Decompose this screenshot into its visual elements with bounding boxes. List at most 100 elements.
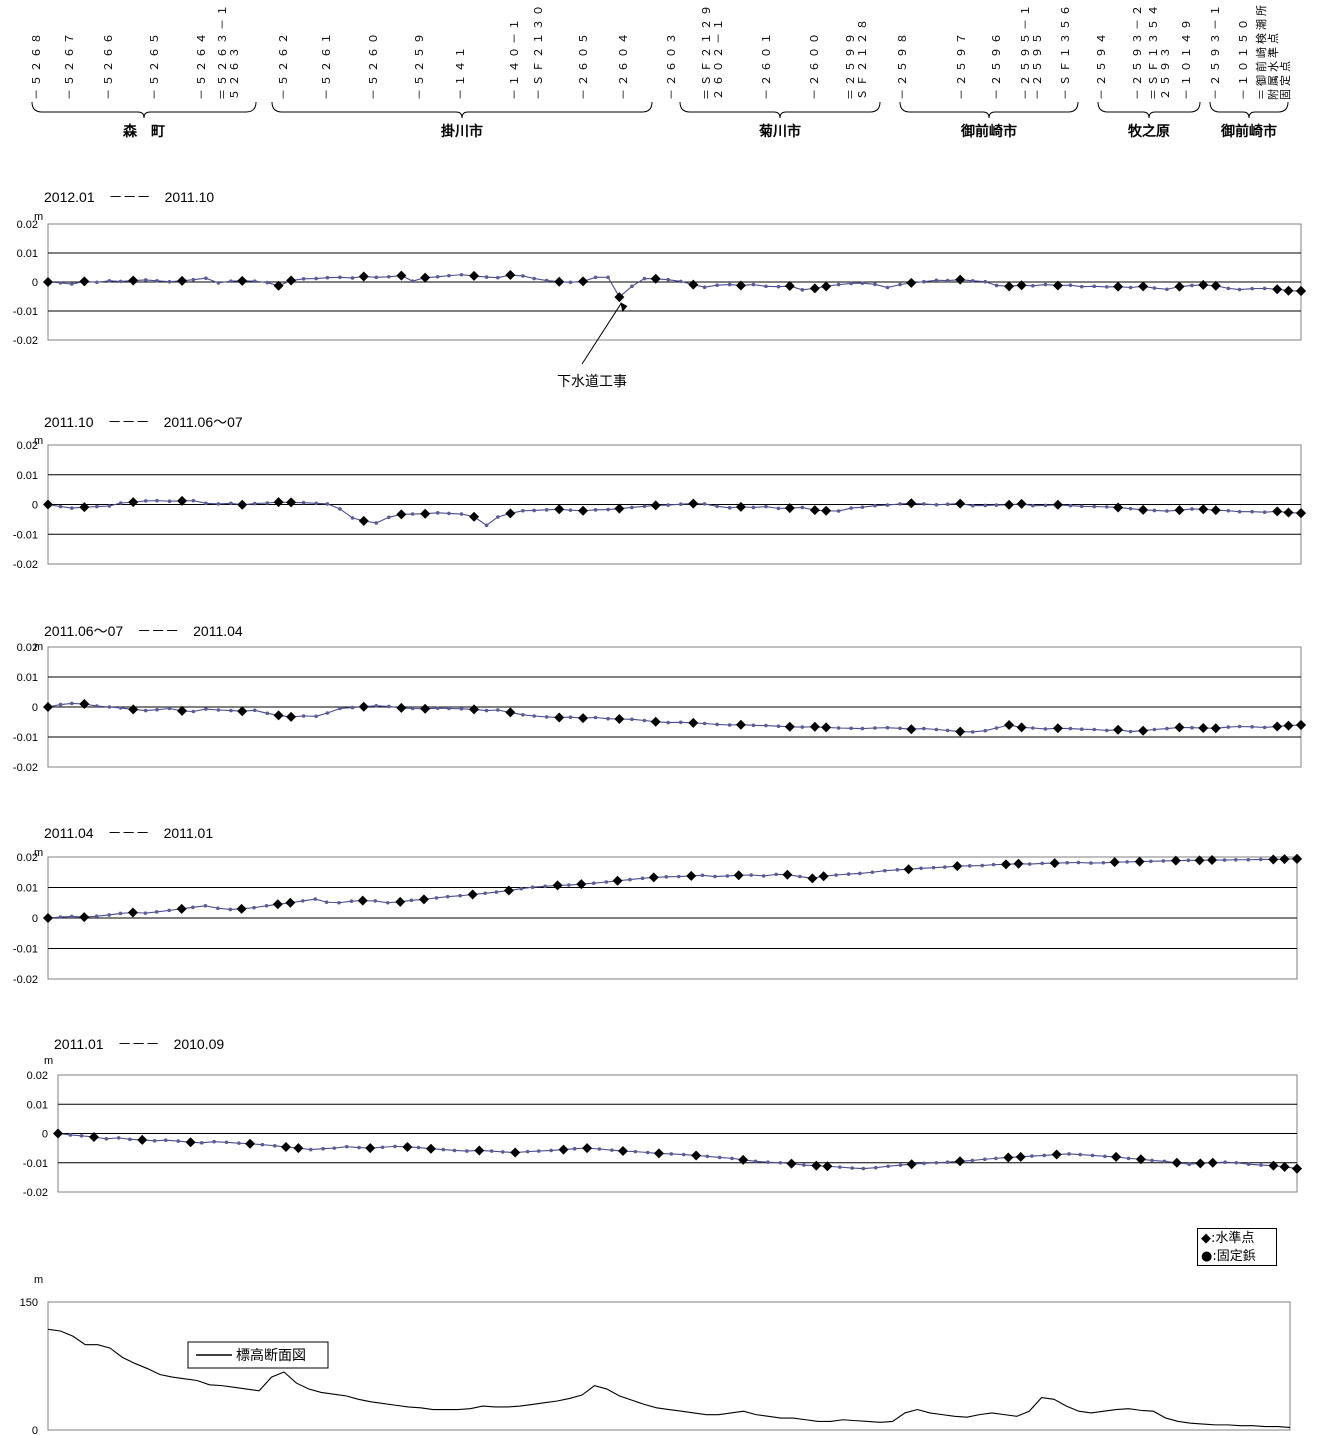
benchmark-marker xyxy=(396,702,407,713)
fixed-point-marker xyxy=(678,502,683,507)
fixed-point-marker xyxy=(1250,725,1254,729)
benchmark-marker xyxy=(1113,724,1124,735)
fixed-point-marker xyxy=(116,1136,121,1140)
fixed-point-marker xyxy=(1030,1154,1034,1158)
fixed-point-marker xyxy=(496,708,500,712)
fixed-point-marker xyxy=(861,1166,866,1171)
fixed-point-marker xyxy=(1165,726,1169,731)
fixed-point-marker xyxy=(324,900,329,904)
fixed-point-marker xyxy=(604,880,609,884)
fixed-point-marker xyxy=(521,713,525,717)
fixed-point-marker xyxy=(886,1164,890,1169)
fixed-point-marker xyxy=(337,900,341,905)
benchmark-marker xyxy=(245,1138,256,1149)
benchmark-marker xyxy=(1170,855,1181,866)
fixed-point-marker xyxy=(163,1138,168,1143)
fixed-point-marker xyxy=(1237,724,1242,729)
benchmark-label: －２６０１ xyxy=(760,30,773,100)
y-tick-label: 0.02 xyxy=(27,1070,48,1082)
fixed-point-marker xyxy=(459,272,464,277)
benchmark-marker xyxy=(128,704,139,715)
y-tick-label: -0.01 xyxy=(13,944,38,956)
fixed-point-marker xyxy=(873,503,877,508)
fixed-point-marker xyxy=(1027,862,1032,866)
benchmark-marker xyxy=(1268,1160,1279,1171)
benchmark-marker xyxy=(177,275,188,286)
region-name: 掛川市 xyxy=(441,123,483,140)
fixed-point-marker xyxy=(435,511,440,515)
benchmark-marker xyxy=(784,281,795,292)
benchmark-marker xyxy=(554,504,565,515)
benchmark-label: －５２６１ xyxy=(320,30,333,100)
fixed-point-marker xyxy=(702,285,707,290)
fixed-point-marker xyxy=(143,911,148,915)
fixed-point-marker xyxy=(252,501,257,506)
fixed-point-marker xyxy=(730,1156,734,1161)
fixed-point-marker xyxy=(314,501,318,506)
fixed-point-marker xyxy=(606,507,610,512)
fixed-point-marker xyxy=(544,508,549,512)
fixed-point-marker xyxy=(265,501,270,505)
benchmark-label: ＝ＳＦ２１２９ xyxy=(700,2,713,100)
benchmark-label: －５２５９ xyxy=(413,30,426,100)
fixed-point-marker xyxy=(70,506,74,510)
fixed-point-marker xyxy=(849,281,853,286)
fixed-point-marker xyxy=(1262,510,1267,515)
fixed-point-marker xyxy=(532,508,536,513)
fixed-point-marker xyxy=(715,504,719,509)
fixed-point-marker xyxy=(435,274,440,279)
fixed-point-marker xyxy=(942,865,947,869)
fixed-point-marker xyxy=(484,275,489,279)
benchmark-marker xyxy=(510,1147,521,1158)
benchmark-marker xyxy=(809,283,820,294)
region-bracket xyxy=(899,101,1079,119)
benchmark-marker xyxy=(1003,1152,1014,1163)
fixed-point-marker xyxy=(836,282,841,287)
fixed-point-marker xyxy=(764,504,768,509)
fixed-point-marker xyxy=(593,715,598,720)
fixed-point-marker xyxy=(441,1147,446,1152)
benchmark-marker xyxy=(1279,1161,1290,1172)
fixed-point-marker xyxy=(873,282,877,287)
benchmark-marker xyxy=(1052,280,1063,291)
benchmark-marker xyxy=(906,277,917,288)
benchmark-marker xyxy=(614,503,625,514)
benchmark-marker xyxy=(650,273,661,284)
benchmark-marker xyxy=(467,889,478,900)
fixed-point-marker xyxy=(155,707,159,712)
fixed-point-marker xyxy=(447,511,451,516)
fixed-point-marker xyxy=(536,1149,541,1153)
fixed-point-marker xyxy=(1031,726,1035,730)
fixed-point-marker xyxy=(666,720,671,725)
series-line xyxy=(47,500,1302,527)
benchmark-marker xyxy=(688,717,699,728)
benchmark-label: －１０１５０ xyxy=(1237,16,1250,100)
benchmark-marker xyxy=(1268,854,1279,865)
benchmark-marker xyxy=(617,1146,628,1157)
fixed-point-marker xyxy=(1068,503,1073,508)
fixed-point-marker xyxy=(350,516,355,520)
fixed-point-marker xyxy=(349,899,354,904)
fixed-point-marker xyxy=(410,279,415,283)
benchmark-label: －５２６０ xyxy=(367,30,380,100)
fixed-point-marker xyxy=(1104,505,1109,509)
benchmark-marker xyxy=(809,721,820,732)
benchmark-marker xyxy=(1135,1154,1146,1165)
benchmark-marker xyxy=(650,500,661,511)
benchmark-marker xyxy=(821,505,832,516)
fixed-point-marker xyxy=(1161,859,1166,863)
benchmark-marker xyxy=(1283,720,1294,731)
fixed-point-marker xyxy=(994,1156,998,1161)
region-bracket xyxy=(679,101,881,119)
benchmark-marker xyxy=(469,511,480,522)
benchmark-marker xyxy=(688,498,699,509)
benchmark-marker xyxy=(735,719,746,730)
fixed-point-marker xyxy=(387,274,391,279)
benchmark-marker xyxy=(1283,285,1294,296)
fixed-point-marker xyxy=(1079,284,1084,289)
benchmark-marker xyxy=(396,509,407,520)
fixed-point-marker xyxy=(1068,283,1073,287)
benchmark-label: ５２６３ xyxy=(228,44,241,100)
